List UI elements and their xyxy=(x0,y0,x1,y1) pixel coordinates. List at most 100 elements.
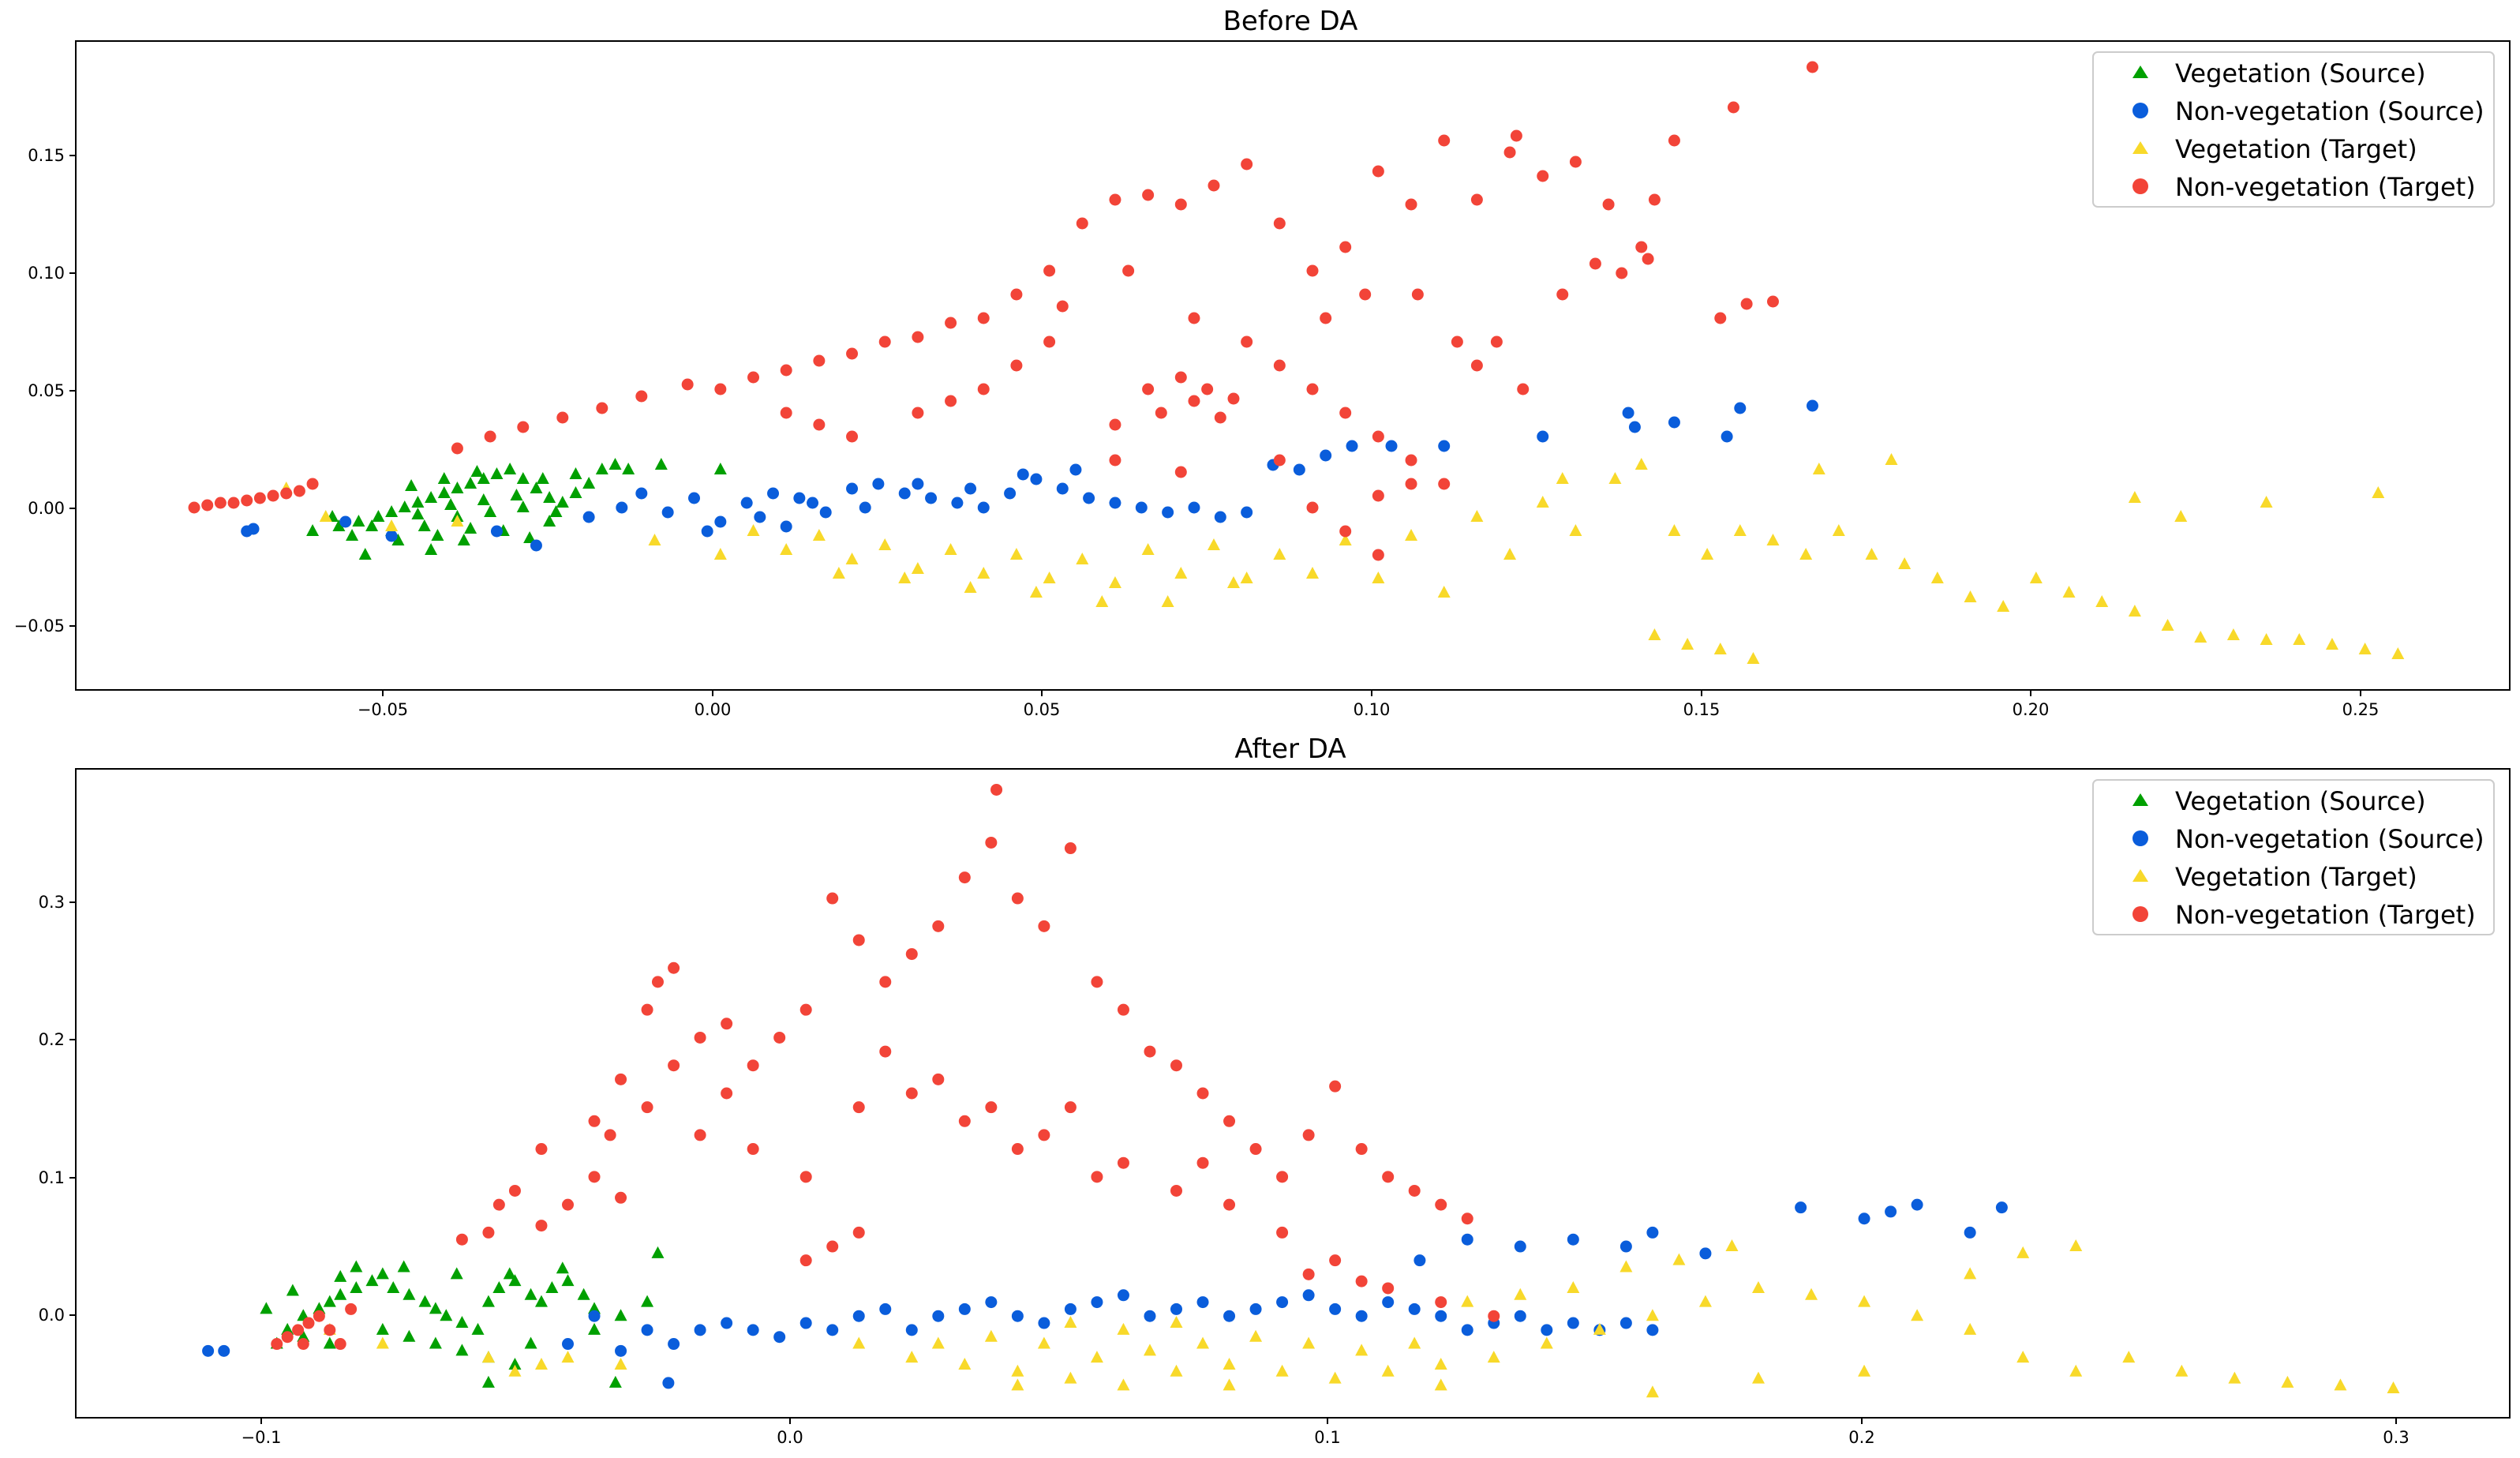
non-vegetation-target-point xyxy=(1306,383,1319,395)
vegetation-target-point xyxy=(1434,1378,1447,1391)
vegetation-target-point xyxy=(1117,1378,1130,1391)
vegetation-source-point xyxy=(508,1357,522,1370)
vegetation-source-point xyxy=(569,467,582,479)
vegetation-target-point xyxy=(2391,647,2405,659)
vegetation-source-point xyxy=(455,1316,469,1329)
vegetation-source-point xyxy=(569,486,582,498)
vegetation-target-point xyxy=(1608,472,1622,484)
non-vegetation-target-point xyxy=(1806,61,1818,73)
non-vegetation-target-point xyxy=(879,976,892,988)
y-tick: 0.05 xyxy=(28,381,76,400)
vegetation-source-point xyxy=(387,1280,400,1293)
x-tick: −0.05 xyxy=(358,690,408,719)
non-vegetation-target-point xyxy=(1010,359,1023,372)
non-vegetation-source-point xyxy=(1162,506,1174,519)
non-vegetation-target-point xyxy=(958,1115,971,1127)
non-vegetation-source-point xyxy=(1188,501,1200,514)
non-vegetation-target-point xyxy=(852,1226,865,1239)
non-vegetation-source-point xyxy=(202,1344,215,1357)
vegetation-target-point xyxy=(1029,586,1043,598)
non-vegetation-target-point xyxy=(281,1331,294,1344)
non-vegetation-target-point xyxy=(1517,383,1530,395)
vegetation-source-point xyxy=(352,515,365,527)
vegetation-source-point xyxy=(323,1336,336,1349)
vegetation-source-point xyxy=(346,529,359,541)
vegetation-target-point xyxy=(1713,643,1727,654)
vegetation-target-point xyxy=(1593,1322,1606,1335)
non-vegetation-target-point xyxy=(1064,842,1077,855)
chart-title: After DA xyxy=(1234,733,1346,765)
y-tick: −0.05 xyxy=(14,617,76,635)
non-vegetation-source-point xyxy=(1541,1324,1553,1336)
non-vegetation-source-point xyxy=(1329,1302,1342,1315)
non-vegetation-target-point xyxy=(977,312,990,324)
non-vegetation-target-point xyxy=(681,378,694,391)
non-vegetation-target-point xyxy=(1602,198,1615,211)
vegetation-source-point xyxy=(536,472,549,484)
vegetation-source-point xyxy=(556,496,569,508)
vegetation-target-point xyxy=(2062,586,2076,598)
vegetation-source-point xyxy=(471,1322,485,1335)
non-vegetation-target-point xyxy=(451,442,463,455)
non-vegetation-source-point xyxy=(1699,1247,1712,1260)
legend-label: Vegetation (Target) xyxy=(2175,134,2417,164)
non-vegetation-target-point xyxy=(1438,134,1451,147)
non-vegetation-target-point xyxy=(714,383,727,395)
y-tick: 0.0 xyxy=(39,1306,76,1325)
vegetation-source-point xyxy=(524,1336,537,1349)
non-vegetation-target-point xyxy=(1642,253,1654,265)
vegetation-source-point xyxy=(457,534,470,545)
before-da-x-axis: −0.05 0.00 0.05 0.10 0.15 0.20 0.25 xyxy=(358,690,2379,719)
non-vegetation-target-point xyxy=(535,1143,548,1156)
vegetation-target-point xyxy=(2194,631,2207,643)
non-vegetation-source-point xyxy=(1011,1310,1024,1322)
vegetation-target-point xyxy=(1170,1316,1183,1329)
non-vegetation-target-point xyxy=(1320,312,1332,324)
non-vegetation-source-point xyxy=(1241,506,1253,519)
non-vegetation-target-point xyxy=(306,478,319,490)
vegetation-target-point xyxy=(1646,1385,1659,1398)
vegetation-source-point xyxy=(365,1274,379,1287)
non-vegetation-source-point xyxy=(1514,1240,1526,1253)
non-vegetation-source-point xyxy=(1385,440,1398,452)
non-vegetation-source-point xyxy=(616,501,628,514)
vegetation-target-point xyxy=(1858,1295,1871,1307)
vegetation-target-point xyxy=(1405,529,1418,541)
non-vegetation-target-point xyxy=(1589,257,1601,270)
non-vegetation-target-point xyxy=(1648,193,1661,206)
non-vegetation-source-point xyxy=(977,501,990,514)
vegetation-source-point xyxy=(425,543,438,555)
vegetation-target-point xyxy=(508,1364,522,1377)
vegetation-target-point xyxy=(2228,1371,2241,1384)
vegetation-target-point xyxy=(1865,548,1878,560)
non-vegetation-source-point xyxy=(958,1302,971,1315)
vegetation-source-point xyxy=(588,1302,601,1314)
non-vegetation-target-point xyxy=(201,499,214,512)
vegetation-target-point xyxy=(2226,628,2240,640)
vegetation-target-point xyxy=(1634,458,1648,470)
non-vegetation-target-point xyxy=(1170,1184,1183,1197)
vegetation-target-point xyxy=(1408,1336,1421,1349)
x-tick: 0.1 xyxy=(1314,1418,1341,1447)
vegetation-target-point xyxy=(561,1351,575,1363)
vegetation-source-point xyxy=(608,1375,622,1388)
non-vegetation-source-point xyxy=(740,497,753,509)
triangle-marker-icon xyxy=(2132,141,2148,154)
vegetation-source-point xyxy=(425,491,438,503)
non-vegetation-target-point xyxy=(1011,892,1024,905)
non-vegetation-source-point xyxy=(799,1317,812,1329)
non-vegetation-source-point xyxy=(385,530,398,542)
circle-marker-icon xyxy=(2132,178,2148,194)
vegetation-target-point xyxy=(1434,1357,1447,1370)
non-vegetation-target-point xyxy=(912,407,924,419)
non-vegetation-source-point xyxy=(985,1296,998,1309)
vegetation-source-point xyxy=(372,510,385,522)
non-vegetation-source-point xyxy=(1223,1310,1236,1322)
non-vegetation-target-point xyxy=(313,1310,325,1322)
y-tick: 0.2 xyxy=(39,1030,76,1049)
vegetation-target-point xyxy=(2029,572,2043,583)
y-tick-label: 0.0 xyxy=(39,1306,65,1325)
y-tick: 0.1 xyxy=(39,1168,76,1187)
vegetation-source-point xyxy=(543,491,556,503)
vegetation-target-point xyxy=(2128,491,2141,503)
